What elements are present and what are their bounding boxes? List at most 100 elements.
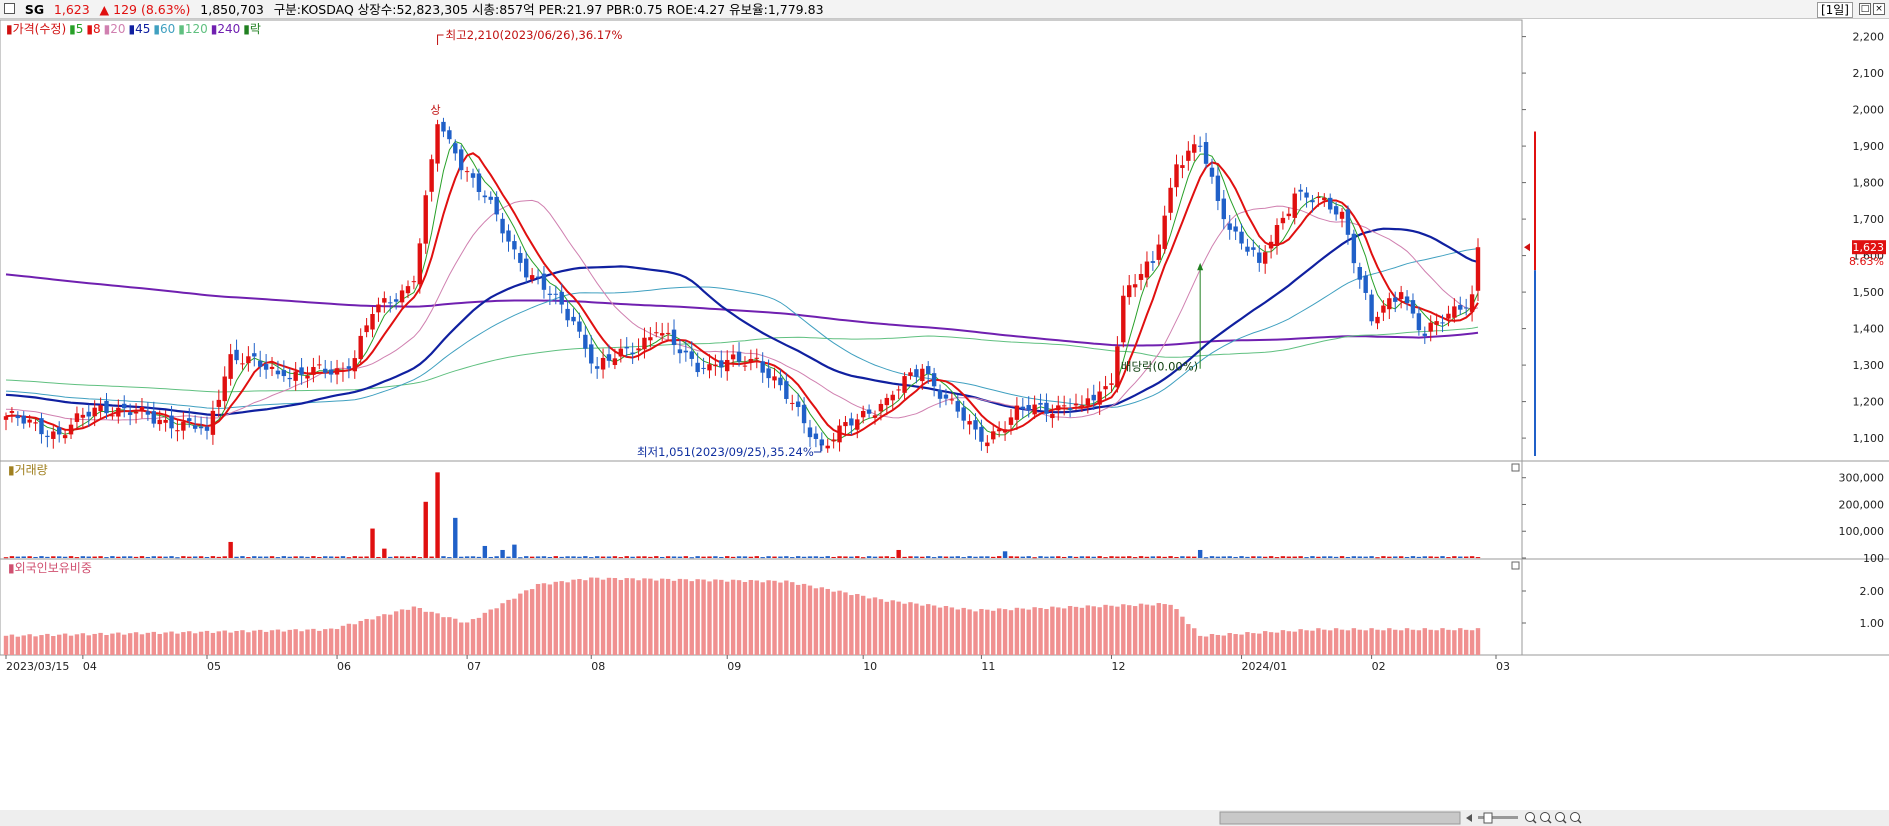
foreign-bar xyxy=(1203,636,1209,655)
foreign-bar xyxy=(1316,628,1321,655)
foreign-bar xyxy=(920,605,925,655)
candle-body xyxy=(535,276,541,278)
volume-bar xyxy=(86,556,91,558)
foreign-bar xyxy=(1257,633,1262,655)
zoom-in-icon[interactable] xyxy=(1525,812,1537,824)
volume-bar xyxy=(1375,557,1380,559)
candle-body xyxy=(878,403,884,412)
volume-bar xyxy=(1067,556,1073,558)
volume-bar xyxy=(187,556,192,558)
volume-bar xyxy=(139,556,145,558)
select-checkbox[interactable] xyxy=(4,3,15,14)
volume-bar xyxy=(742,556,748,558)
last-price-badge xyxy=(1852,240,1886,255)
foreign-bar xyxy=(725,581,730,655)
legend-item-7[interactable]: ▮240 xyxy=(210,22,241,36)
scrollbar-thumb[interactable] xyxy=(1219,811,1461,825)
zoom-out-icon[interactable] xyxy=(1540,812,1552,824)
foreign-bar xyxy=(275,629,281,655)
volume-bar xyxy=(116,556,121,558)
volume-bar xyxy=(323,556,328,558)
candle-body xyxy=(305,375,310,379)
volume-bar xyxy=(1298,556,1303,558)
zoom-out-icon[interactable] xyxy=(1570,812,1582,824)
legend-item-2[interactable]: ▮8 xyxy=(86,22,101,36)
volume-bar xyxy=(1209,556,1215,558)
candle-body xyxy=(1292,193,1297,218)
candle-body xyxy=(1268,241,1274,249)
candle-body xyxy=(1121,295,1126,343)
foreign-bar xyxy=(849,595,854,655)
legend-item-4[interactable]: ▮45 xyxy=(128,22,151,36)
legend-item-0[interactable]: ▮가격(수정) xyxy=(6,22,67,36)
candle-body xyxy=(671,329,677,346)
volume-bar xyxy=(3,557,9,559)
foreign-bar xyxy=(571,579,576,655)
foreign-bar xyxy=(1375,629,1380,655)
legend-item-8[interactable]: ▮락 xyxy=(243,22,261,36)
candle-body xyxy=(1393,297,1398,302)
foreign-bar xyxy=(630,578,635,655)
volume-bar xyxy=(358,556,363,558)
candle-body xyxy=(210,410,216,435)
maximize-icon[interactable]: □ xyxy=(1859,3,1871,15)
foreign-bar xyxy=(819,587,825,655)
candle-body xyxy=(1180,165,1185,168)
volume-bar xyxy=(677,556,683,558)
candle-body xyxy=(736,351,742,362)
legend-item-3[interactable]: ▮20 xyxy=(103,22,126,36)
volume-bar xyxy=(110,556,115,558)
zoom-in-icon[interactable] xyxy=(1555,812,1567,824)
candle-body xyxy=(1097,391,1102,405)
foreign-bar xyxy=(9,634,15,655)
foreign-bar xyxy=(1292,631,1297,655)
candle-body xyxy=(866,409,872,414)
upper-limit-marker: 상 xyxy=(430,103,440,116)
volume-bar xyxy=(1475,557,1481,559)
candle-body xyxy=(27,419,32,423)
current-price: 1,623 xyxy=(53,2,90,17)
candle-body xyxy=(654,332,659,334)
volume-bar xyxy=(890,556,895,558)
candle-body xyxy=(323,368,328,373)
volume-bar xyxy=(1446,557,1451,559)
volume-bar xyxy=(417,557,423,559)
volume-bar xyxy=(1097,556,1102,558)
volume-bar xyxy=(346,557,352,559)
foreign-bar xyxy=(1026,609,1031,655)
volume-bar xyxy=(1458,556,1463,558)
foreign-bar xyxy=(1132,606,1138,655)
volume-bar xyxy=(281,556,287,558)
foreign-bar xyxy=(1221,635,1226,655)
volume-bar xyxy=(512,544,517,558)
foreign-bar xyxy=(801,583,807,655)
volume-bar xyxy=(287,556,292,558)
close-icon[interactable]: × xyxy=(1873,3,1885,15)
legend-item-1[interactable]: ▮5 xyxy=(69,22,84,36)
period-selector[interactable]: [1일] xyxy=(1816,2,1853,18)
volume-bar xyxy=(1079,556,1085,558)
legend-item-5[interactable]: ▮60 xyxy=(153,22,176,36)
zoom-slider-thumb[interactable] xyxy=(1483,812,1493,824)
volume-bar xyxy=(92,556,97,558)
candle-body xyxy=(1398,292,1404,300)
candle-body xyxy=(1103,386,1108,390)
x-tick-label-11: 02 xyxy=(1372,660,1386,673)
foreign-bar xyxy=(145,632,151,655)
candle-body xyxy=(364,325,369,333)
candle-body xyxy=(1310,200,1315,203)
volume-bar xyxy=(370,528,375,558)
scroll-left-icon[interactable] xyxy=(1466,814,1472,822)
candle-body xyxy=(1014,405,1020,420)
foreign-bar xyxy=(382,614,387,655)
volume-bar xyxy=(453,517,458,558)
dividend-annotation: 배당락(0.00%) xyxy=(1121,360,1198,374)
volume-bar xyxy=(636,556,641,558)
foreign-bar xyxy=(1304,630,1309,655)
price-tick-label-8: 1,400 xyxy=(1853,323,1885,336)
legend-item-6[interactable]: ▮120 xyxy=(178,22,208,36)
candles-group xyxy=(3,117,1481,454)
foreign-bar xyxy=(896,601,901,655)
foreign-bar xyxy=(352,624,357,655)
volume-bar xyxy=(618,557,624,559)
